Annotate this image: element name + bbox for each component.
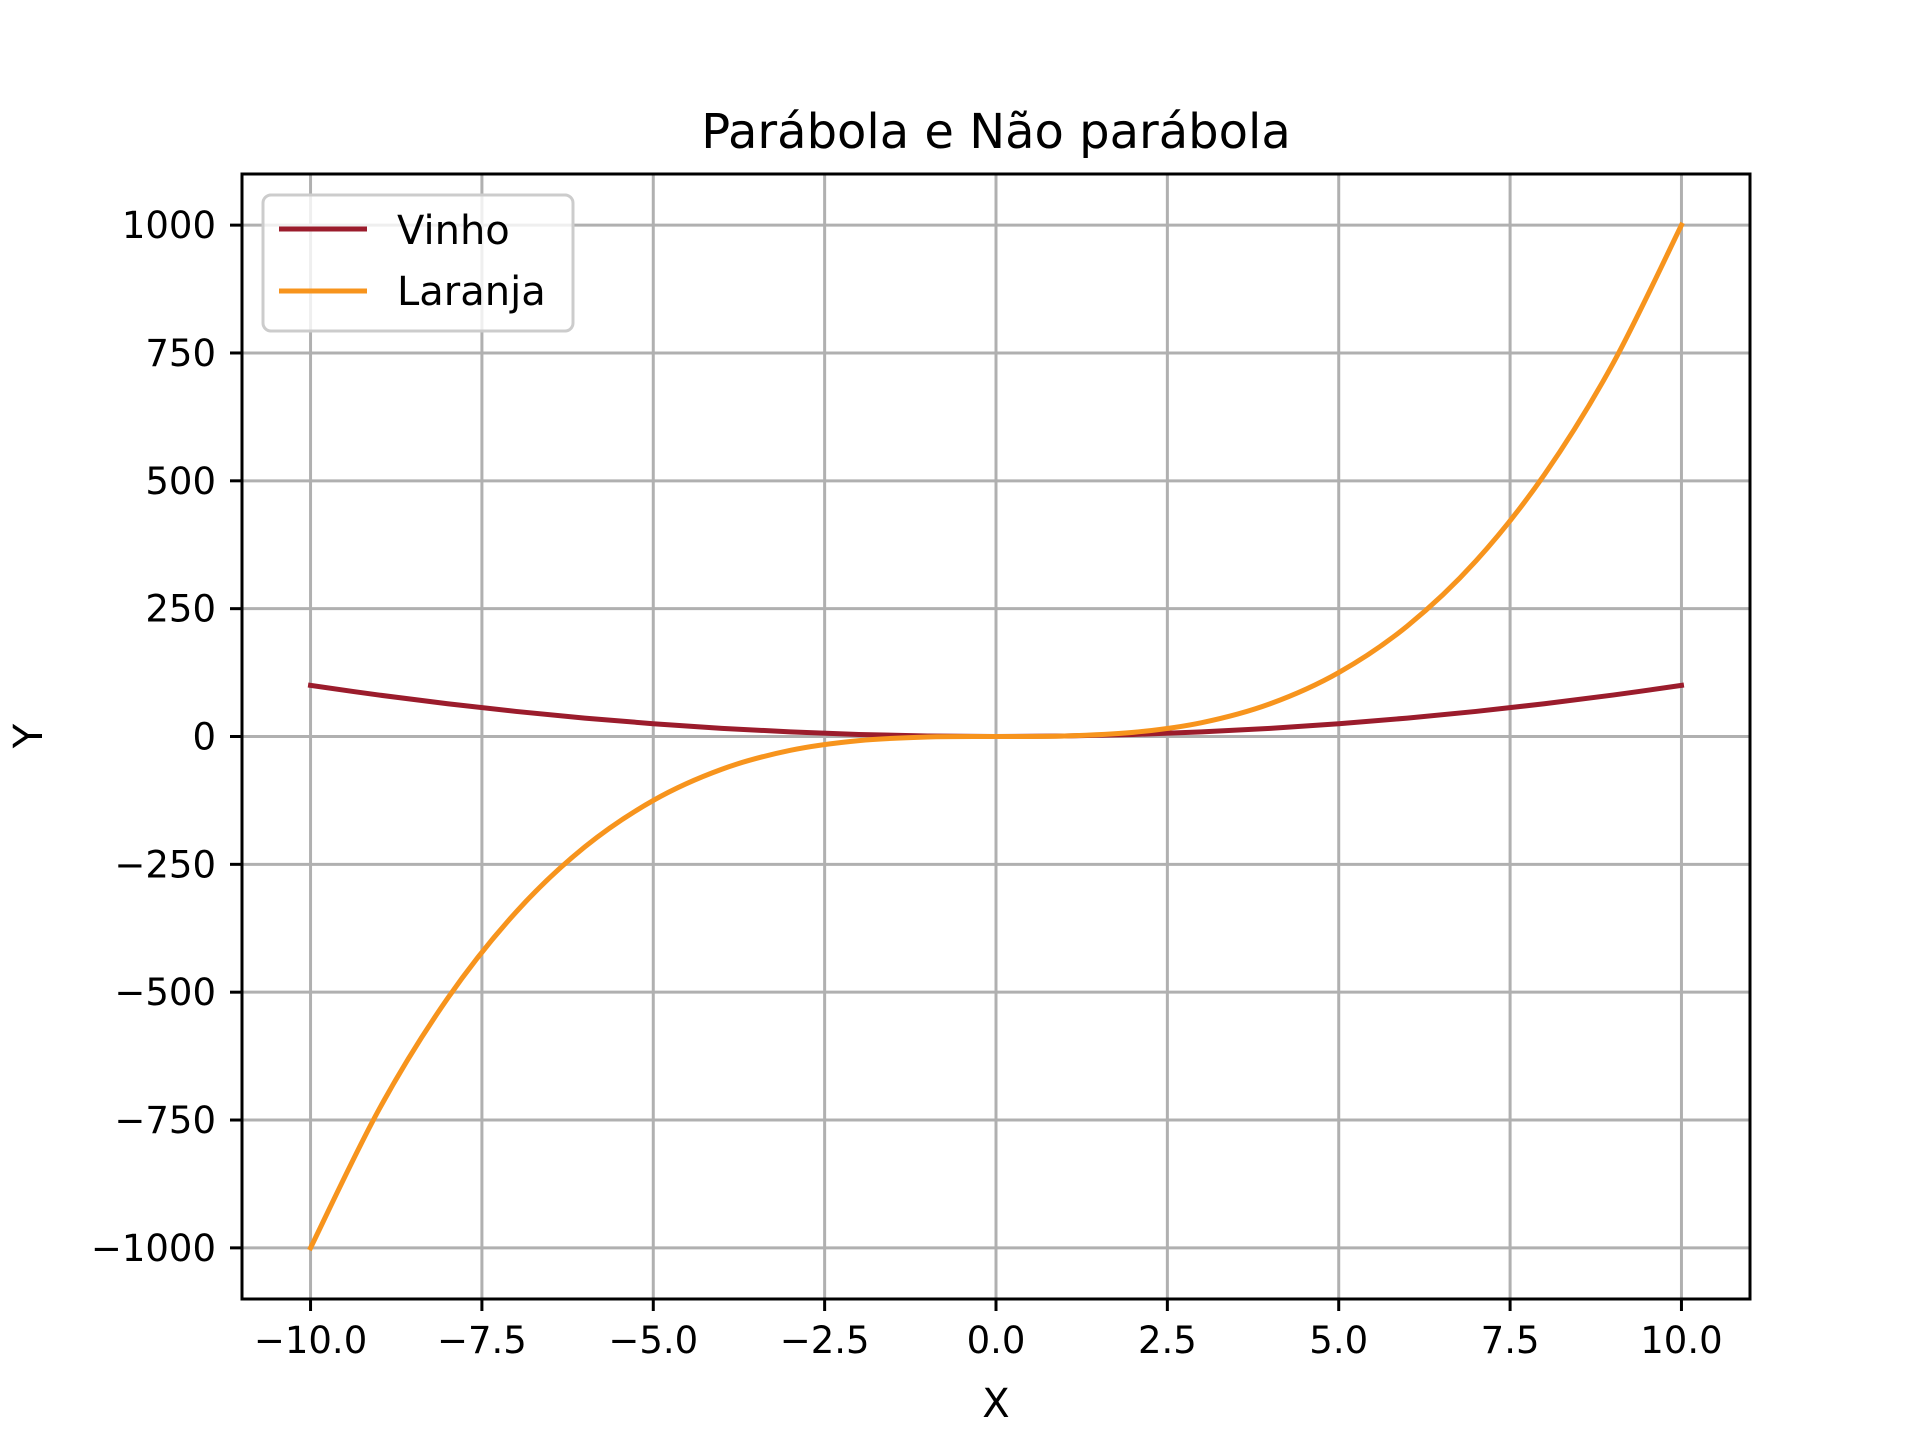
x-tick-label-7-5: −7.5 — [437, 1319, 527, 1362]
y-tick-label-250: −250 — [114, 843, 216, 886]
chart-title: Parábola e Não parábola — [701, 104, 1291, 160]
y-tick-label-500: −500 — [114, 971, 216, 1014]
x-tick-label-0: 0.0 — [967, 1319, 1026, 1362]
x-axis-label: X — [982, 1381, 1009, 1427]
x-tick-label-10: −10.0 — [254, 1319, 367, 1362]
series-layer — [307, 221, 1685, 1252]
y-tick-label-1000: −1000 — [91, 1227, 216, 1270]
x-tick-label-5: 5.0 — [1309, 1319, 1368, 1362]
axis-ticks: −10.0 −7.5 −5.0 −2.5 0.0 2.5 5.0 7.5 10.0 −1000 −7… — [91, 204, 1723, 1362]
y-tick-label-250: 250 — [145, 588, 216, 631]
y-tick-label-0: 0 — [192, 716, 216, 759]
series-line-laranja — [307, 221, 1685, 1252]
y-tick-label-500: 500 — [145, 460, 216, 503]
y-tick-label-750: 750 — [145, 332, 216, 375]
legend-label-laranja: Laranja — [397, 269, 546, 315]
x-tick-label-2-5: 2.5 — [1138, 1319, 1197, 1362]
y-tick-label-1000: 1000 — [122, 204, 216, 247]
y-axis-label: Y — [6, 723, 52, 749]
legend-label-vinho: Vinho — [397, 208, 510, 254]
y-tick-label-750: −750 — [114, 1099, 216, 1142]
x-tick-label-5: −5.0 — [608, 1319, 698, 1362]
legend: Vinho Laranja — [261, 193, 575, 333]
x-tick-label-2-5: −2.5 — [780, 1319, 870, 1362]
x-tick-label-10: 10.0 — [1640, 1319, 1722, 1362]
x-tick-label-7-5: 7.5 — [1481, 1319, 1540, 1362]
